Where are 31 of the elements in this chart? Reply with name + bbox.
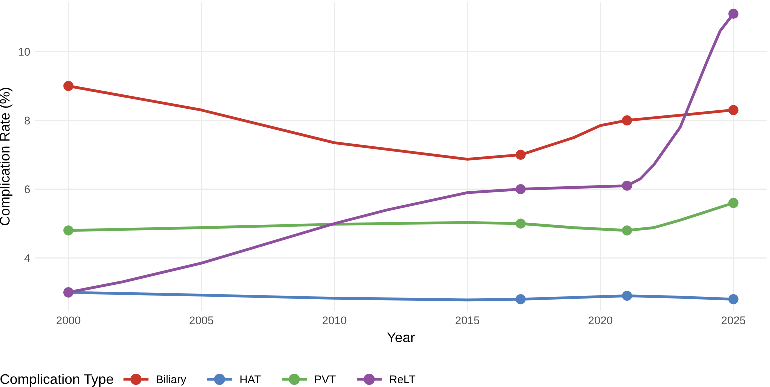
- point: [64, 81, 74, 92]
- legend-label: Biliary: [157, 375, 186, 386]
- legend-title: Complication Type: [0, 374, 114, 387]
- x-axis-title: Year: [387, 332, 415, 343]
- point: [64, 226, 74, 236]
- y-tick-label: 6: [24, 186, 30, 194]
- point: [622, 290, 632, 302]
- point: [516, 218, 526, 229]
- point: [622, 180, 632, 192]
- legend-label: ReLT: [390, 376, 416, 384]
- point: [728, 8, 739, 20]
- point: [516, 294, 526, 305]
- y-axis-title: Complication Rate (%): [0, 88, 13, 226]
- x-tick-label: 2015: [456, 316, 480, 325]
- y-tick-label: 4: [24, 254, 30, 262]
- legend-label: HAT: [240, 376, 261, 384]
- x-tick-label: 2000: [56, 316, 81, 325]
- x-tick-label: 2010: [322, 316, 347, 325]
- x-tick-label: 2020: [588, 316, 613, 325]
- x-tick-label: 2005: [190, 316, 214, 325]
- y-tick-label: 8: [24, 116, 30, 125]
- point: [622, 226, 632, 236]
- point: [516, 150, 526, 160]
- point: [728, 198, 739, 208]
- point: [728, 294, 739, 305]
- x-tick-label: 2025: [722, 316, 746, 325]
- legend-label: PVT: [315, 376, 336, 384]
- point: [516, 184, 526, 194]
- point: [622, 116, 632, 126]
- y-tick-label: 10: [19, 48, 30, 56]
- point: [728, 105, 739, 116]
